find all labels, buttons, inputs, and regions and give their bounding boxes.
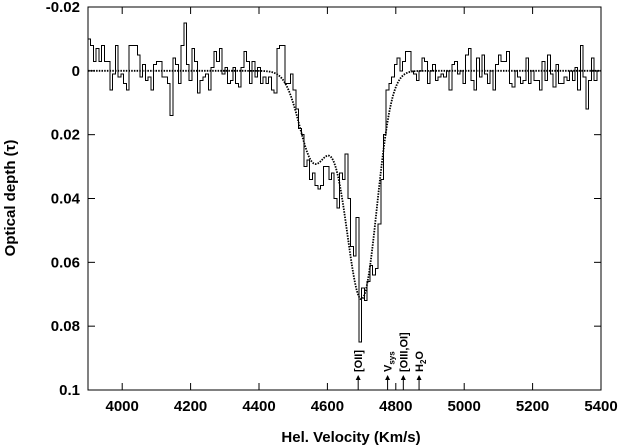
marker-label: [OII] (353, 350, 365, 372)
line-marker: [OII] (353, 350, 365, 390)
x-axis-title: Hel. Velocity (Km/s) (281, 429, 420, 446)
marker-label-main: H (414, 364, 426, 372)
y-tick-label: 0.02 (51, 127, 80, 144)
marker-arrowhead (400, 375, 406, 380)
y-tick-label: 0.08 (51, 318, 80, 335)
marker-label-main: [OII] (353, 350, 365, 372)
marker-label: H2O (414, 351, 428, 372)
gaussian-fit-series (88, 69, 601, 301)
series-layer (88, 22, 601, 343)
line-marker: [OIII,OI] (398, 332, 410, 390)
marker-arrowhead (385, 375, 391, 380)
plot-area (87, 6, 602, 391)
x-tick-label: 4600 (311, 398, 344, 415)
x-tick-label: 4000 (106, 398, 139, 415)
histogram-series (88, 22, 600, 343)
x-tick-label: 5200 (516, 398, 549, 415)
marker-label: [OIII,OI] (398, 332, 410, 372)
marker-label-sub: 2 (419, 359, 428, 364)
marker-arrowhead (416, 375, 422, 380)
marker-label-suffix: O (414, 351, 426, 360)
y-tick-label: 0.04 (51, 191, 81, 208)
ticks-layer: 4000 4200 4400 4600 4800 5000 5200 5400 -0.02 0 0.… (46, 0, 618, 415)
x-tick-label: 4400 (242, 398, 275, 415)
x-tick-label: 5400 (584, 398, 617, 415)
y-tick-label: -0.02 (46, 0, 80, 16)
marker-label: Vsys (383, 351, 397, 372)
line-marker: H2O (414, 351, 428, 390)
y-tick-label: 0.06 (51, 254, 80, 271)
markers-layer: [OII] Vsys [OIII,OI] H2O (353, 332, 428, 390)
marker-label-main: V (383, 364, 395, 372)
plot-frame (87, 6, 602, 391)
x-tick-label: 5000 (448, 398, 481, 415)
marker-label-sub: sys (388, 351, 397, 365)
marker-arrowhead (355, 375, 361, 380)
y-tick-label: 0 (72, 63, 80, 80)
line-marker: Vsys (383, 351, 397, 390)
x-tick-label: 4200 (174, 398, 207, 415)
y-axis-title: Optical depth (τ) (2, 140, 19, 257)
y-tick-label: 0.1 (59, 382, 80, 399)
marker-label-main: [OIII,OI] (398, 332, 410, 372)
x-tick-label: 4800 (379, 398, 412, 415)
